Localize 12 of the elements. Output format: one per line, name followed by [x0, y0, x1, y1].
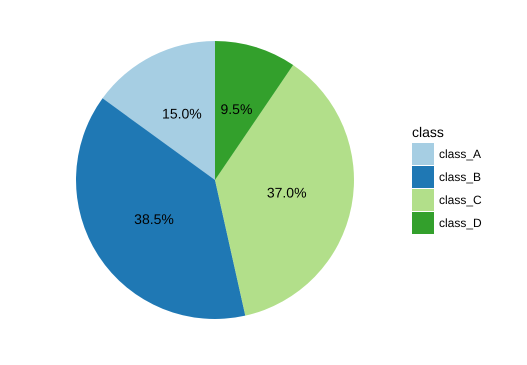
legend-label: class_A	[439, 147, 482, 162]
data-label: 9.5%	[220, 100, 252, 117]
data-label: 37.0%	[266, 184, 307, 200]
pie-slice	[215, 41, 294, 180]
data-label: 38.5%	[134, 210, 174, 227]
legend-title: class	[412, 124, 444, 140]
pie-slice	[215, 65, 354, 316]
legend-label: class_D	[439, 216, 482, 230]
data-label: 15.0%	[162, 106, 202, 122]
legend-label: class_B	[439, 170, 482, 184]
legend-label: class_C	[439, 193, 482, 208]
pie-slice	[102, 41, 215, 180]
